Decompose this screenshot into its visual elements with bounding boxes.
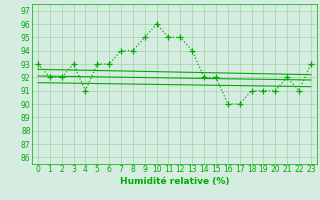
X-axis label: Humidité relative (%): Humidité relative (%)	[120, 177, 229, 186]
